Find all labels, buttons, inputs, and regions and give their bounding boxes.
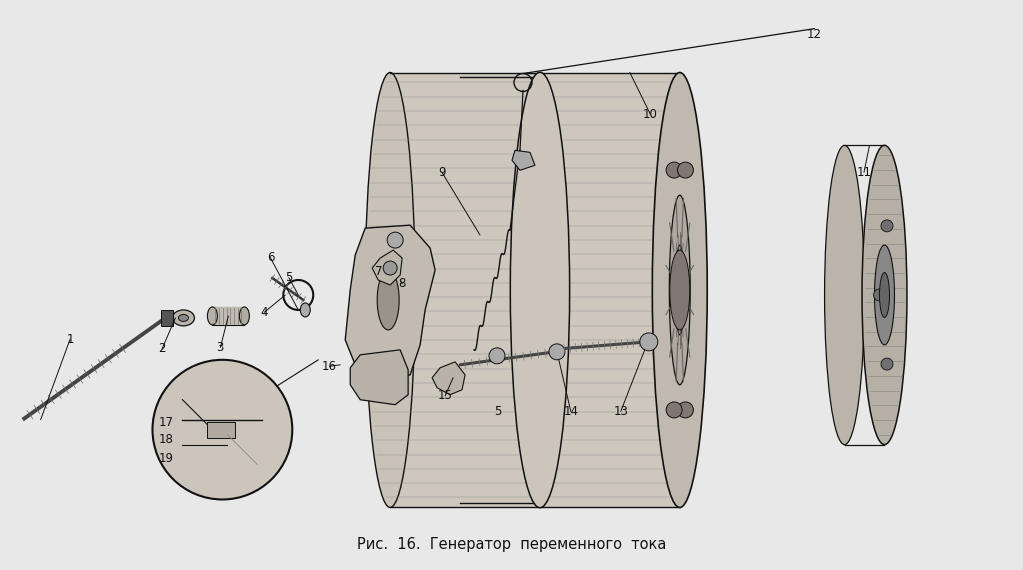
Ellipse shape [301, 303, 310, 317]
Text: 13: 13 [614, 405, 628, 418]
Text: 11: 11 [856, 166, 872, 179]
Polygon shape [350, 350, 408, 405]
Text: 19: 19 [159, 452, 174, 465]
Text: 15: 15 [438, 389, 452, 402]
Text: 8: 8 [399, 278, 406, 290]
Ellipse shape [862, 145, 907, 445]
Text: 6: 6 [267, 251, 274, 264]
Ellipse shape [431, 77, 490, 503]
Circle shape [881, 358, 893, 370]
Text: 16: 16 [322, 360, 338, 373]
Circle shape [489, 348, 505, 364]
Text: 5: 5 [494, 405, 502, 418]
Ellipse shape [239, 307, 250, 325]
Ellipse shape [880, 272, 889, 317]
Ellipse shape [510, 72, 570, 508]
Text: 14: 14 [564, 405, 578, 418]
Circle shape [549, 344, 565, 360]
Polygon shape [512, 150, 535, 170]
Text: 3: 3 [217, 341, 224, 354]
Text: 2: 2 [159, 342, 166, 355]
Text: 17: 17 [159, 416, 174, 429]
Ellipse shape [173, 310, 194, 326]
Text: 4: 4 [261, 306, 268, 319]
Circle shape [677, 402, 694, 418]
Text: 1: 1 [66, 332, 74, 345]
Text: 9: 9 [438, 166, 446, 179]
Text: 7: 7 [375, 266, 383, 278]
Circle shape [152, 360, 293, 499]
Text: 12: 12 [806, 28, 821, 41]
Bar [208, 422, 235, 438]
Text: 5: 5 [285, 271, 293, 284]
Ellipse shape [653, 72, 707, 507]
Text: 18: 18 [159, 433, 174, 446]
Ellipse shape [675, 245, 684, 335]
Circle shape [387, 232, 403, 248]
Ellipse shape [178, 315, 188, 321]
Circle shape [666, 162, 682, 178]
Polygon shape [345, 225, 435, 385]
Ellipse shape [365, 72, 415, 507]
Circle shape [677, 162, 694, 178]
Circle shape [874, 289, 886, 301]
Circle shape [666, 402, 682, 418]
Polygon shape [432, 362, 465, 395]
Bar [213, 307, 244, 325]
Polygon shape [372, 250, 402, 285]
Circle shape [384, 261, 397, 275]
Polygon shape [162, 310, 174, 326]
Ellipse shape [670, 250, 690, 330]
Ellipse shape [669, 195, 691, 385]
Text: 10: 10 [643, 108, 658, 121]
Ellipse shape [377, 270, 399, 330]
Circle shape [639, 333, 658, 351]
Ellipse shape [875, 245, 894, 345]
Text: Рис.  16.  Генератор  переменного  тока: Рис. 16. Генератор переменного тока [357, 537, 667, 552]
Ellipse shape [825, 145, 864, 445]
Ellipse shape [208, 307, 218, 325]
Circle shape [881, 220, 893, 232]
FancyBboxPatch shape [390, 72, 679, 507]
